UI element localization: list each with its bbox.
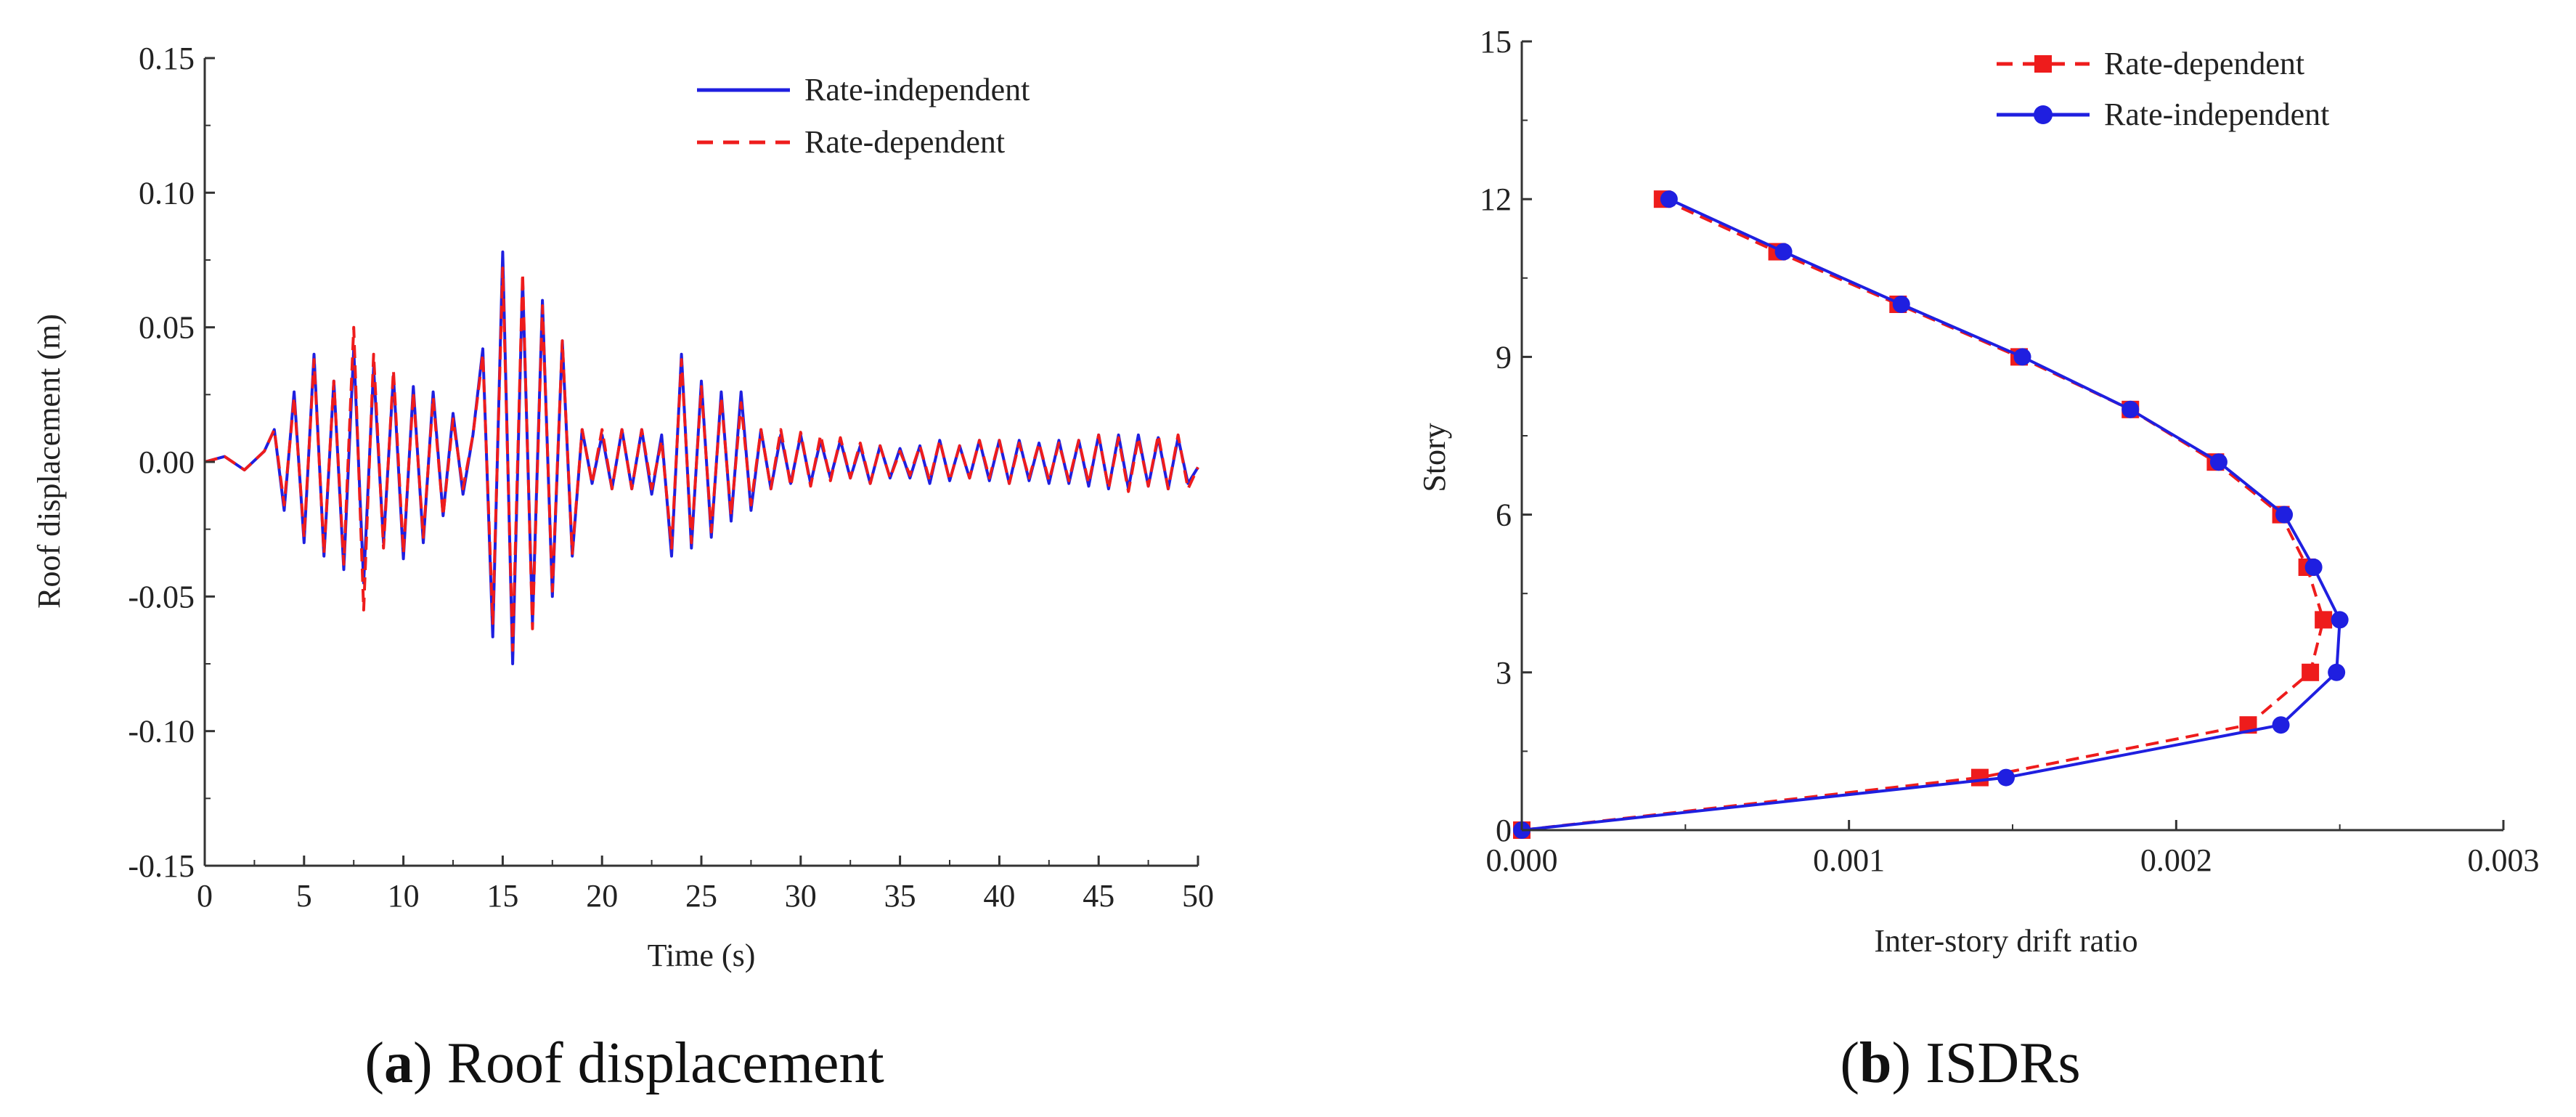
point-rate-independent <box>2328 663 2346 681</box>
point-rate-independent <box>1892 296 1910 313</box>
panel-a-roof-displacement: 0 5 10 15 20 25 30 35 40 45 50 -0.15 -0.10 -0.05 0.00 0… <box>31 41 1214 973</box>
legend-label-rate-dependent: Rate-dependent <box>2104 46 2304 81</box>
point-rate-independent <box>1774 243 1793 261</box>
x-tick-label: 30 <box>785 878 817 914</box>
panel-b-x-axis-title: Inter-story drift ratio <box>1874 923 2137 959</box>
series-line-rate-dependent <box>204 267 1199 652</box>
x-tick-label: 0 <box>197 878 213 914</box>
caption-b-text: ISDRs <box>1925 1031 2080 1095</box>
panel-a-legend: Rate-independent Rate-dependent <box>697 72 1030 160</box>
x-tick-label: 45 <box>1083 878 1114 914</box>
y-tick-label: -0.10 <box>128 714 195 750</box>
y-tick-label: -0.05 <box>128 579 195 614</box>
panel-b-isdrs: 0.000 0.001 0.002 0.003 0 3 6 9 12 15 Inter-story… <box>1417 24 2540 959</box>
caption-b: (b) ISDRs <box>1840 1031 2080 1095</box>
y-tick-label: 0.05 <box>139 310 195 346</box>
x-tick-label: 20 <box>586 878 618 914</box>
point-rate-independent <box>1997 768 2015 787</box>
point-rate-independent <box>2013 348 2031 366</box>
y-tick-label: 0.00 <box>139 444 195 480</box>
point-rate-dependent <box>2302 663 2320 681</box>
legend-label-rate-independent: Rate-independent <box>804 72 1030 107</box>
x-tick-label: 15 <box>486 878 518 914</box>
x-tick-label: 35 <box>884 878 916 914</box>
panel-a-y-axis-title: Roof displacement (m) <box>31 314 67 609</box>
panel-a-axes: 0 5 10 15 20 25 30 35 40 45 50 -0.15 -0.10 -0.05 0.00 0… <box>128 41 1214 914</box>
caption-a-text: Roof displacement <box>447 1031 884 1095</box>
panel-a-x-axis-title: Time (s) <box>648 938 756 973</box>
y-tick-label: 0.10 <box>139 175 195 211</box>
x-tick-label: 0.000 <box>1486 842 1558 878</box>
series-line-rate-dependent <box>1521 198 2326 832</box>
point-rate-independent <box>2331 611 2349 629</box>
point-rate-independent <box>2275 505 2294 524</box>
y-tick-label: -0.15 <box>128 848 195 884</box>
legend-marker-circle <box>2034 105 2053 124</box>
legend-marker-square <box>2034 55 2052 73</box>
series-line-rate-independent <box>1521 198 2341 832</box>
panel-b-y-axis-title: Story <box>1417 423 1452 492</box>
caption-a-label: a <box>384 1031 413 1095</box>
x-tick-label: 25 <box>685 878 717 914</box>
panel-b-plot-area <box>1513 190 2349 839</box>
caption-a: (a) Roof displacement <box>364 1031 884 1095</box>
y-tick-label: 15 <box>1480 24 1512 60</box>
point-rate-independent <box>1660 190 1678 208</box>
series-line-rate-independent <box>204 250 1199 665</box>
y-tick-label: 3 <box>1496 655 1512 691</box>
y-tick-label: 12 <box>1480 182 1512 217</box>
x-tick-label: 10 <box>388 878 420 914</box>
x-tick-label: 40 <box>983 878 1015 914</box>
caption-b-label: b <box>1859 1031 1892 1095</box>
y-tick-label: 0.15 <box>139 41 195 76</box>
svg-text:(b) ISDRs: (b) ISDRs <box>1840 1031 2080 1095</box>
y-tick-label: 0 <box>1496 813 1512 848</box>
x-tick-label: 0.003 <box>2468 842 2540 878</box>
x-tick-label: 0.001 <box>1813 842 1885 878</box>
point-rate-dependent <box>1970 768 1989 787</box>
legend-label-rate-dependent: Rate-dependent <box>804 124 1005 160</box>
point-rate-dependent <box>2315 611 2333 629</box>
point-rate-independent <box>2304 558 2323 576</box>
panel-a-plot-area <box>204 250 1199 665</box>
legend-label-rate-independent: Rate-independent <box>2104 97 2329 132</box>
x-tick-label: 0.002 <box>2140 842 2212 878</box>
x-tick-label: 50 <box>1182 878 1214 914</box>
point-rate-independent <box>2272 716 2290 734</box>
svg-text:(a) Roof displacement: (a) Roof displacement <box>364 1031 884 1095</box>
point-rate-independent <box>2209 453 2227 471</box>
y-tick-label: 6 <box>1496 497 1512 533</box>
y-tick-label: 9 <box>1496 339 1512 375</box>
x-tick-label: 5 <box>296 878 312 914</box>
panel-b-axes: 0.000 0.001 0.002 0.003 0 3 6 9 12 15 <box>1480 24 2540 878</box>
panel-b-legend: Rate-dependent Rate-independent <box>1997 46 2329 132</box>
point-rate-independent <box>2121 400 2140 418</box>
